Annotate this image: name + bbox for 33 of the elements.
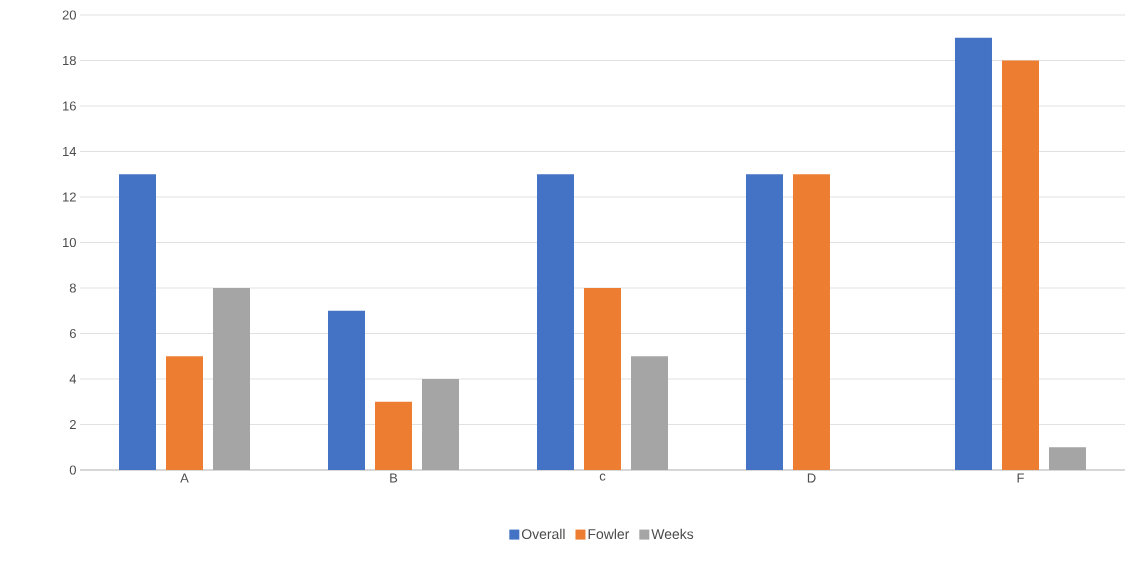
bar [1048,447,1086,470]
bar [954,37,992,470]
y-tick-label: 0 [69,465,76,475]
bar [166,356,203,470]
x-tick-label: D [807,473,816,483]
y-tick-label: 4 [69,374,77,384]
bar [745,174,783,470]
bar [422,379,459,470]
bar [583,288,621,470]
y-tick-label: 18 [63,55,76,66]
y-tick-label: 6 [69,328,76,339]
y-tick-label: 2 [69,419,76,430]
bar [375,401,412,470]
legend-label: Weeks [651,528,694,540]
y-tick-label: 12 [63,192,76,202]
x-tick-label: F [1017,473,1024,483]
bar [328,310,365,470]
y-tick-label: 20 [62,10,76,20]
x-tick-label: c [599,473,606,481]
bar [792,174,830,470]
bar [630,356,668,470]
y-tick-label: 16 [63,101,76,111]
bar [213,288,250,470]
bar [119,174,156,470]
x-tick-label: A [180,473,189,483]
y-tick-label: 10 [63,237,76,248]
y-tick-label: 14 [63,147,77,156]
bar [1001,60,1039,470]
x-tick-label: B [390,473,398,483]
legend-label: Fowler [588,528,630,540]
bar [536,174,574,470]
legend-label: Overall [521,528,565,540]
y-tick-label: 8 [69,283,76,293]
